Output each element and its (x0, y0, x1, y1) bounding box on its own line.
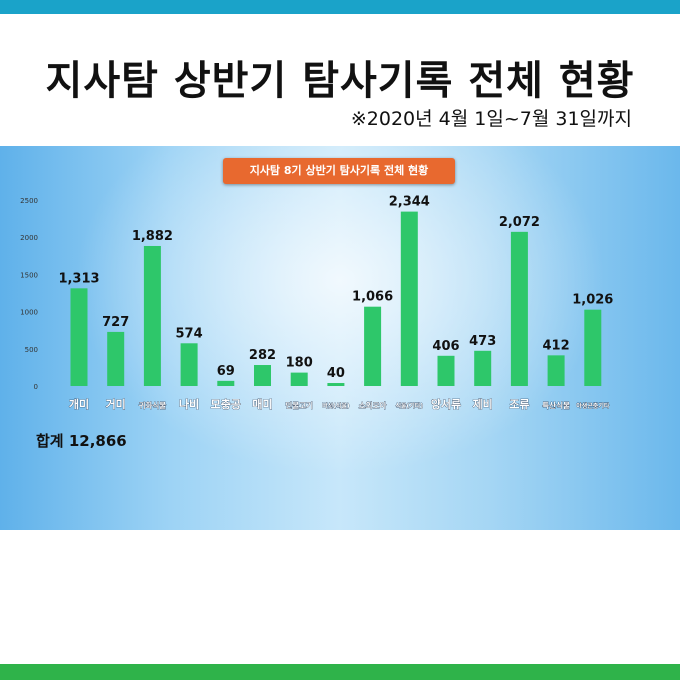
total-count: 합계 12,866 (36, 432, 127, 450)
bar (547, 355, 565, 386)
bar-value-label: 2,344 (389, 195, 430, 210)
category-label: 거미 (106, 397, 126, 411)
category-label: 나비 (179, 397, 199, 411)
chart-title-badge: 지사탐 8기 상반기 탐사기록 전체 현황 (223, 158, 455, 184)
bar (437, 355, 455, 386)
bar-value-label: 406 (432, 339, 459, 354)
category-label: 양서류 (431, 397, 461, 411)
category-label: 민물고기 (285, 400, 313, 410)
y-tick-label: 2000 (20, 234, 38, 242)
bar (180, 343, 198, 386)
bar-value-label: 473 (469, 334, 496, 349)
bottom-accent-bar (0, 664, 680, 680)
bar-value-label: 1,313 (58, 271, 99, 286)
category-label: 조류 (509, 398, 529, 411)
category-label: 버섯(식물) (322, 402, 350, 410)
y-tick-label: 0 (34, 383, 38, 391)
bar (474, 350, 492, 386)
bar-value-label: 69 (217, 364, 235, 379)
bar-value-label: 1,066 (352, 290, 393, 305)
bar (364, 306, 382, 386)
bar-value-label: 282 (249, 348, 276, 363)
bar-value-label: 180 (286, 356, 313, 371)
y-tick-label: 2500 (20, 197, 38, 205)
y-tick-label: 1000 (20, 309, 38, 317)
bar-value-label: 574 (176, 326, 203, 341)
bar-value-label: 412 (543, 338, 570, 353)
category-label: 야생곤충기타 (576, 402, 610, 410)
top-accent-bar (0, 0, 680, 14)
bar (400, 211, 418, 386)
bar (327, 383, 345, 386)
bar-value-label: 40 (327, 366, 345, 381)
bar (254, 365, 271, 386)
bar (107, 331, 125, 386)
bar-value-label: 1,882 (132, 229, 173, 244)
bar-value-label: 2,072 (499, 215, 540, 230)
category-label: 귀화식물 (139, 400, 167, 410)
bar (217, 380, 235, 386)
y-tick-label: 500 (25, 346, 38, 354)
bar (510, 231, 528, 386)
bar-chart: 0 500 1000 1500 2000 2500 1,313 개미 727 거미 1,882 귀화식… (20, 195, 613, 412)
bar (290, 372, 308, 386)
category-label: 개미 (69, 397, 89, 411)
category-label: 모충공 (211, 397, 241, 411)
category-label: 제비 (473, 397, 493, 411)
chart-panel: 0 500 1000 1500 2000 2500 1,313 개미 727 거미 1,882 귀화식… (0, 146, 680, 530)
category-label: 소외모아 (359, 400, 387, 410)
bar (584, 309, 602, 386)
bar-value-label: 727 (102, 315, 129, 330)
date-range: ※2020년 4월 1일~7월 31일까지 (350, 108, 632, 130)
category-label: 식물(기타) (396, 402, 424, 410)
bar (70, 288, 88, 386)
bar-value-label: 1,026 (572, 293, 613, 308)
category-label: 매미 (252, 397, 272, 411)
y-tick-label: 1500 (20, 271, 38, 279)
category-label: 특산식물 (542, 400, 570, 410)
page-title: 지사탐 상반기 탐사기록 전체 현황 (45, 58, 635, 104)
bar (143, 245, 161, 386)
